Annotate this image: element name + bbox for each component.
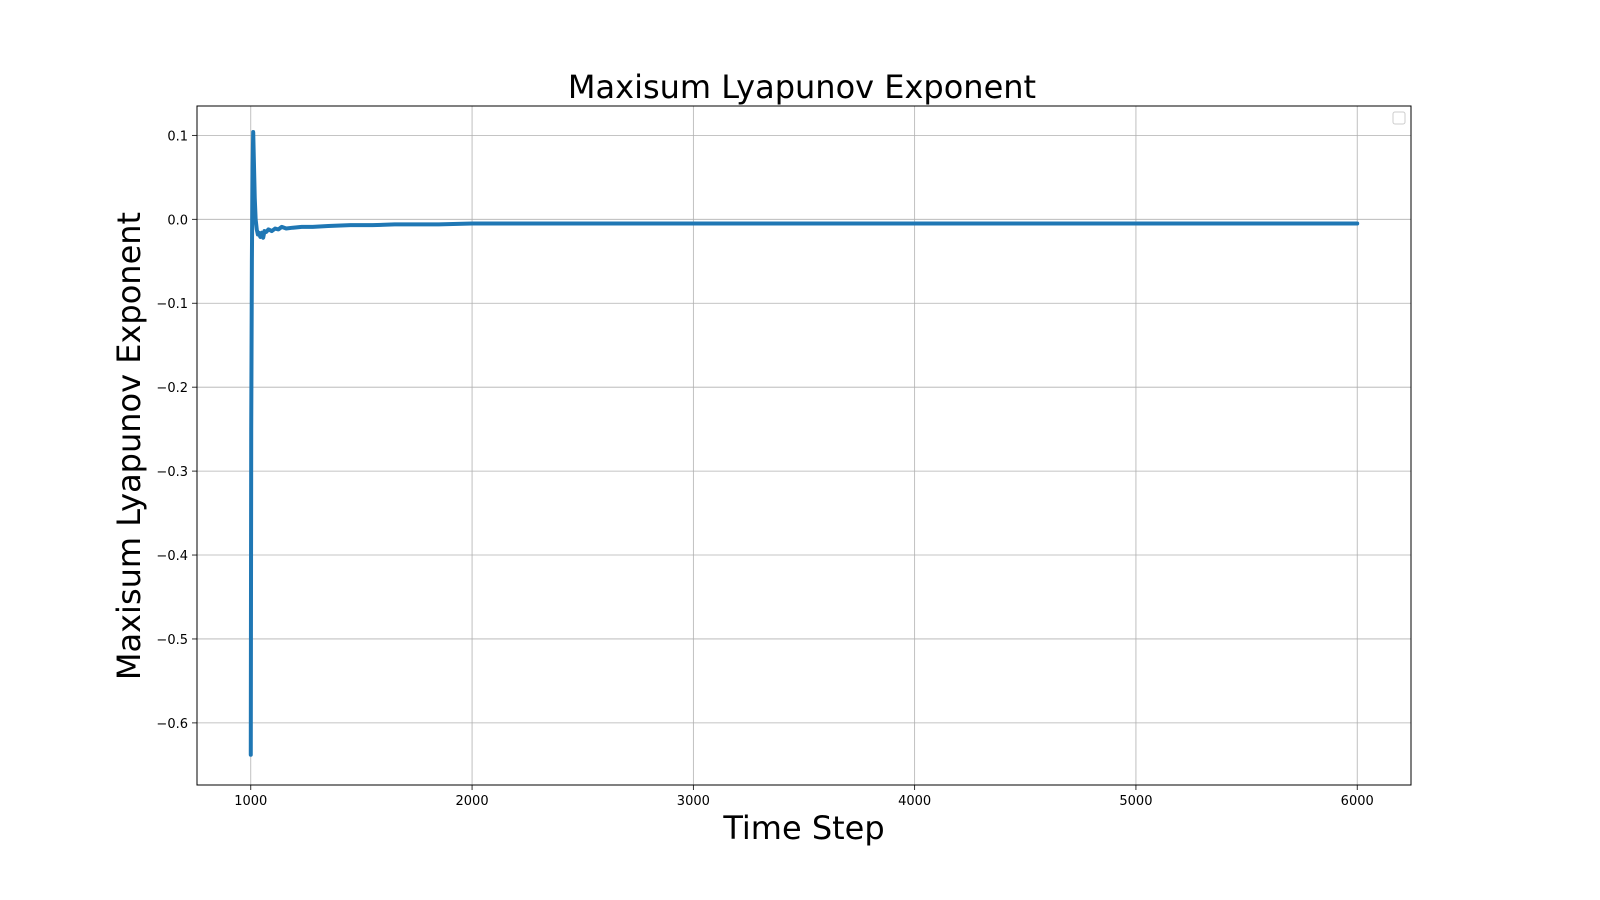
- x-axis-label: Time Step: [722, 809, 884, 847]
- y-tick-label: −0.1: [156, 297, 188, 312]
- grid: [197, 106, 1411, 785]
- x-tick-label: 5000: [1119, 794, 1152, 809]
- y-axis-label: Maxisum Lyapunov Exponent: [110, 212, 148, 680]
- y-axis-ticks: 0.1 0.0 −0.1 −0.2 −0.3 −0.4 −0.5 −0.6: [156, 129, 197, 732]
- y-tick-label: −0.5: [156, 633, 188, 648]
- chart-title: Maxisum Lyapunov Exponent: [568, 68, 1036, 106]
- legend-box: [1392, 111, 1406, 125]
- x-tick-label: 4000: [898, 794, 931, 809]
- x-axis-ticks: 1000 2000 3000 4000 5000 6000: [234, 785, 1374, 809]
- series-line: [248, 130, 1360, 757]
- series-layer: [248, 130, 1360, 757]
- x-tick-label: 1000: [234, 794, 267, 809]
- x-tick-label: 6000: [1341, 794, 1374, 809]
- y-tick-label: −0.4: [156, 549, 188, 564]
- x-tick-label: 3000: [677, 794, 710, 809]
- x-tick-label: 2000: [456, 794, 489, 809]
- y-tick-label: −0.6: [156, 717, 188, 732]
- y-tick-label: 0.0: [167, 213, 188, 228]
- y-tick-label: −0.2: [156, 381, 188, 396]
- y-tick-label: −0.3: [156, 465, 188, 480]
- plot-frame: [196, 105, 1412, 786]
- y-tick-label: 0.1: [167, 129, 188, 144]
